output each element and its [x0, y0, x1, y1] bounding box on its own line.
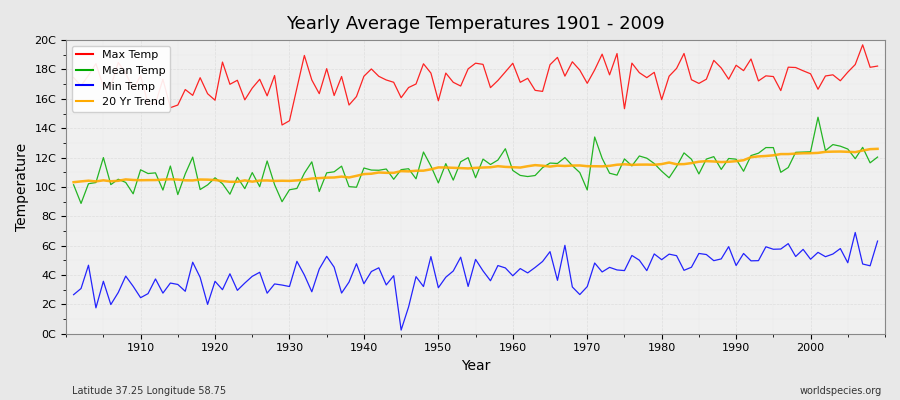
X-axis label: Year: Year	[461, 359, 491, 373]
Legend: Max Temp, Mean Temp, Min Temp, 20 Yr Trend: Max Temp, Mean Temp, Min Temp, 20 Yr Tre…	[72, 46, 170, 112]
Y-axis label: Temperature: Temperature	[15, 143, 29, 231]
Text: Latitude 37.25 Longitude 58.75: Latitude 37.25 Longitude 58.75	[72, 386, 226, 396]
Title: Yearly Average Temperatures 1901 - 2009: Yearly Average Temperatures 1901 - 2009	[286, 15, 665, 33]
Text: worldspecies.org: worldspecies.org	[800, 386, 882, 396]
